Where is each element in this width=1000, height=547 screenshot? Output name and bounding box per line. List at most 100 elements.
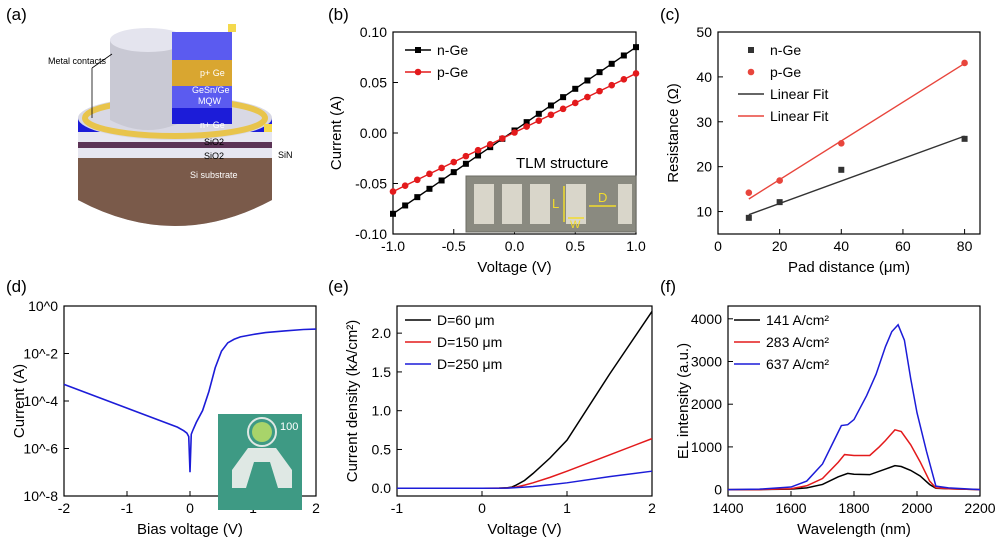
panel-label-c: (c) — [660, 5, 680, 24]
data-point — [523, 123, 530, 130]
data-point — [414, 194, 421, 201]
x-tick-label: 0 — [186, 500, 194, 516]
panel-label-d: (d) — [6, 277, 27, 296]
series-line — [728, 464, 981, 491]
data-point — [438, 164, 445, 172]
legend-entry: D=250 μm — [437, 356, 502, 372]
plot-frame-c — [717, 31, 981, 235]
y-tick-label: 30 — [696, 114, 712, 130]
series-line — [397, 311, 653, 489]
series-line — [728, 428, 981, 491]
data-point — [560, 94, 567, 101]
chart-e: -1 0 1 2 0.0 0.5 1.0 1.5 2.0 Voltage (V) Current d… — [344, 305, 656, 538]
tlm-inset: TLM structure L W D — [465, 155, 637, 233]
legend-entry: D=60 μm — [437, 312, 494, 328]
sch-label-sio2-bottom: SiO2 — [204, 151, 224, 161]
y-tick-label: 10^-2 — [23, 346, 58, 362]
x-tick-label: -1 — [391, 500, 404, 516]
y-axis-label: EL intensity (a.u.) — [675, 343, 692, 459]
y-tick-label: 1000 — [691, 439, 722, 455]
legend-marker — [414, 68, 422, 76]
data-point — [633, 44, 639, 51]
chart-b: -1.0 -0.5 0.0 0.5 1.0 -0.10 -0.05 0.00 0.05 0.10 V… — [328, 24, 646, 276]
sch-si-substrate — [78, 158, 272, 226]
y-tick-label: 40 — [696, 69, 712, 85]
x-tick-label: 20 — [772, 238, 788, 254]
data-point — [961, 59, 968, 67]
x-tick-label: 1.0 — [626, 238, 646, 254]
data-point — [838, 166, 845, 173]
legend-entry: 637 A/cm² — [766, 356, 829, 372]
x-axis-label: Voltage (V) — [487, 521, 561, 538]
data-point — [608, 60, 615, 67]
fit-line — [748, 62, 965, 200]
tlm-label-w: W — [570, 219, 581, 231]
data-point — [438, 177, 445, 184]
panel-label-f: (f) — [660, 277, 676, 296]
x-tick-label: -1 — [121, 500, 134, 516]
fit-line — [748, 135, 965, 216]
data-point — [547, 111, 555, 119]
data-point — [486, 141, 494, 148]
y-tick-label: 10^-8 — [23, 488, 58, 504]
x-tick-label: 80 — [957, 238, 973, 254]
data-point — [620, 76, 628, 83]
plot-frame-e — [396, 305, 653, 497]
sch-label-sio2-top: SiO2 — [204, 137, 224, 147]
sch-label-sin: SiN — [278, 150, 293, 160]
series-line — [727, 323, 981, 491]
data-point — [572, 85, 579, 92]
y-tick-label: 0 — [714, 482, 722, 498]
legend-marker — [747, 68, 755, 76]
data-point — [402, 202, 409, 209]
sch-label-nge: n+ Ge — [200, 120, 225, 130]
legend-marker — [748, 47, 754, 53]
x-tick-label: -2 — [58, 500, 71, 516]
legend-entry: n-Ge — [437, 42, 468, 58]
x-tick-label: 0.5 — [566, 238, 586, 254]
tlm-title: TLM structure — [516, 155, 609, 172]
data-point — [450, 169, 457, 176]
y-tick-label: 10^-4 — [23, 393, 58, 409]
y-tick-label: 20 — [696, 159, 712, 175]
data-point — [632, 70, 640, 77]
sch-label-metal: Metal contacts — [48, 56, 107, 66]
y-axis-label: Current (A) — [328, 96, 345, 170]
data-point — [401, 182, 409, 189]
data-point — [776, 177, 783, 184]
data-point — [462, 160, 469, 167]
data-point — [390, 210, 396, 217]
data-point — [450, 158, 458, 166]
y-tick-label: 10^0 — [28, 298, 58, 314]
y-axis-label: Current (A) — [11, 364, 28, 438]
x-tick-label: 40 — [834, 238, 850, 254]
data-point — [608, 81, 615, 89]
data-point — [559, 105, 567, 113]
data-point — [584, 77, 591, 84]
data-point — [745, 189, 753, 197]
tlm-label-d: D — [598, 190, 607, 205]
x-tick-label: 2 — [312, 500, 320, 516]
y-tick-label: 2.0 — [372, 325, 392, 341]
sch-label-gesn: GeSn/Ge — [192, 85, 230, 95]
legend-entry: 141 A/cm² — [766, 312, 829, 328]
panel-label-e: (e) — [328, 277, 349, 296]
sch-label-pge: p+ Ge — [200, 68, 225, 78]
device-schematic: p+ Ge GeSn/Ge MQW n+ Ge SiO2 SiO2 SiN Si… — [48, 24, 293, 226]
y-tick-label: 0.00 — [360, 125, 387, 141]
data-point — [475, 152, 482, 159]
data-point — [499, 135, 506, 142]
chart-c: 0 20 40 60 80 10 20 30 40 50 Pad distance (μm) Resi… — [665, 24, 981, 276]
data-point — [745, 214, 752, 221]
y-tick-label: 10^-6 — [23, 441, 58, 457]
sch-label-mqw: MQW — [198, 96, 221, 106]
x-tick-label: 1600 — [775, 500, 806, 516]
y-axis-label: Resistance (Ω) — [665, 83, 682, 183]
x-tick-label: 0 — [714, 238, 722, 254]
panel-label-b: (b) — [328, 5, 349, 24]
y-tick-label: 10 — [696, 204, 712, 220]
x-tick-label: 1 — [563, 500, 571, 516]
data-point — [426, 185, 433, 192]
y-tick-label: 4000 — [691, 311, 722, 327]
